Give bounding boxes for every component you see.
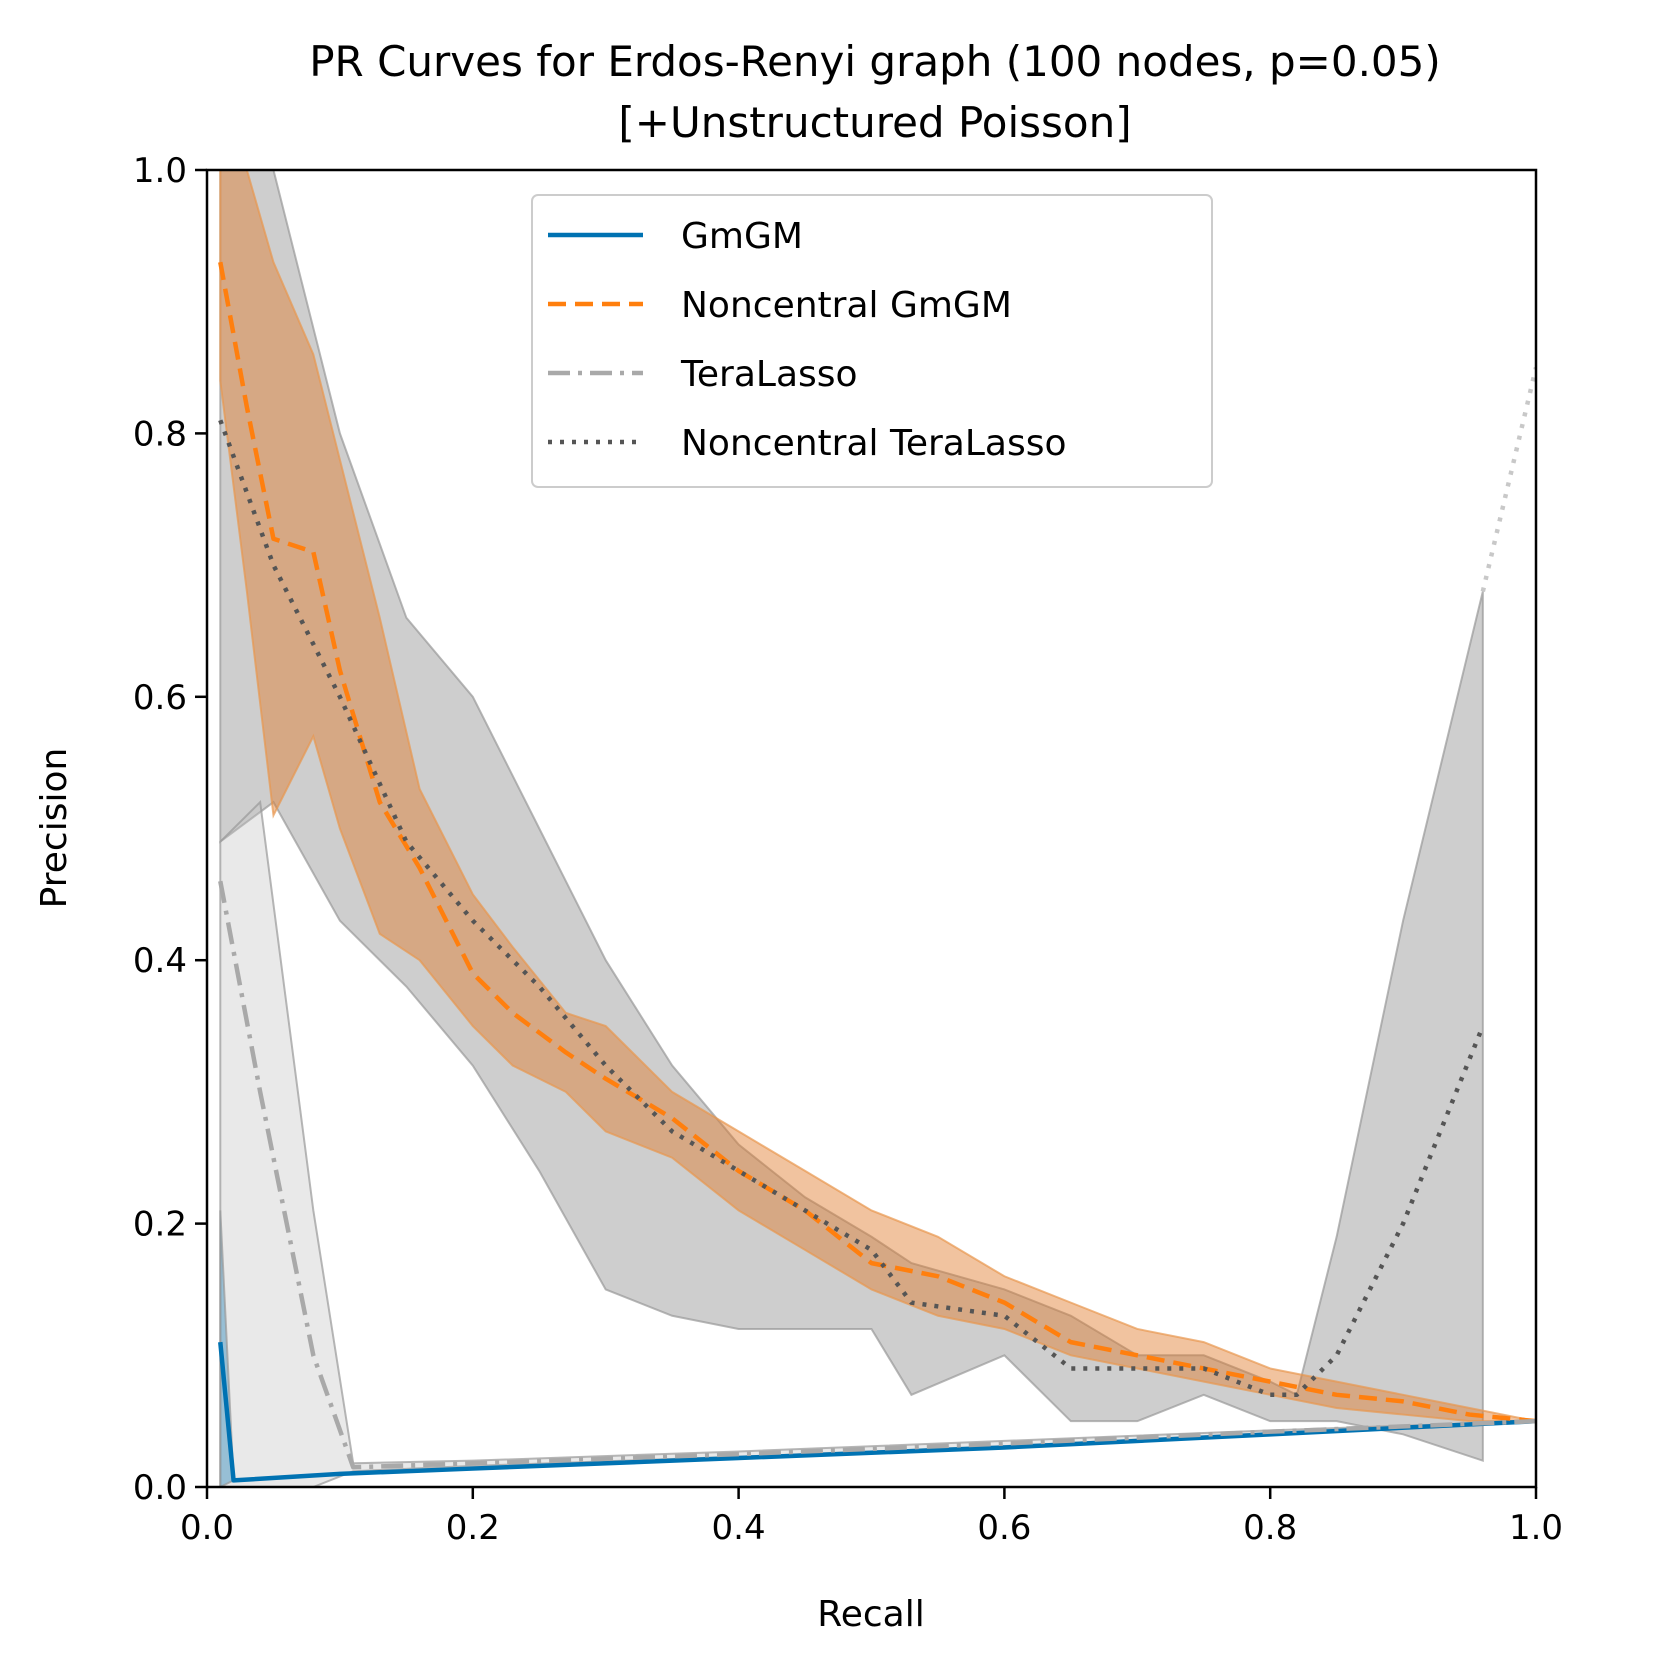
band-noncentral-teralasso (219, 170, 1484, 1463)
y-tick-label: 0.0 (133, 1468, 187, 1508)
line-gmgm (218, 1341, 1536, 1483)
y-tick-label: 0.4 (133, 941, 187, 981)
line-noncentral-teralasso (218, 419, 1485, 1398)
series-lines (218, 261, 1536, 1483)
x-tick-label: 0.6 (977, 1508, 1031, 1548)
legend-box (531, 194, 1213, 488)
plot-frame (205, 168, 1538, 1489)
y-axis: 0.0 0.2 0.4 0.6 0.8 1.0 (133, 151, 207, 1508)
line-teralasso (218, 880, 1536, 1470)
x-tick-label: 0.0 (180, 1508, 234, 1548)
x-tick-label: 0.4 (712, 1508, 766, 1548)
y-tick-label: 0.6 (133, 678, 187, 718)
legend-label-gmgm: GmGM (681, 216, 803, 257)
x-tick-label: 0.8 (1243, 1508, 1297, 1548)
chart-subtitle: [+Unstructured Poisson] (618, 98, 1131, 147)
legend-label-teralasso: TeraLasso (680, 354, 858, 395)
y-tick-label: 1.0 (133, 151, 187, 191)
x-axis-label: Recall (817, 1594, 924, 1635)
legend-label-noncentral-teralasso: Noncentral TeraLasso (681, 423, 1067, 464)
line-noncentral-gmgm (218, 261, 1536, 1424)
legend-label-noncentral-gmgm: Noncentral GmGM (681, 285, 1012, 326)
x-tick-label: 0.2 (446, 1508, 500, 1548)
x-axis: 0.0 0.2 0.4 0.6 0.8 1.0 (180, 1487, 1563, 1548)
x-tick-label: 1.0 (1509, 1508, 1563, 1548)
chart-title: PR Curves for Erdos-Renyi graph (100 nod… (309, 37, 1441, 86)
y-tick-label: 0.2 (133, 1205, 187, 1245)
y-tick-label: 0.8 (133, 414, 187, 454)
line-noncentral-teralasso-extension (1480, 367, 1536, 592)
y-axis-label: Precision (34, 748, 75, 909)
legend: GmGM Noncentral GmGM TeraLasso Noncentral T… (531, 194, 1213, 488)
